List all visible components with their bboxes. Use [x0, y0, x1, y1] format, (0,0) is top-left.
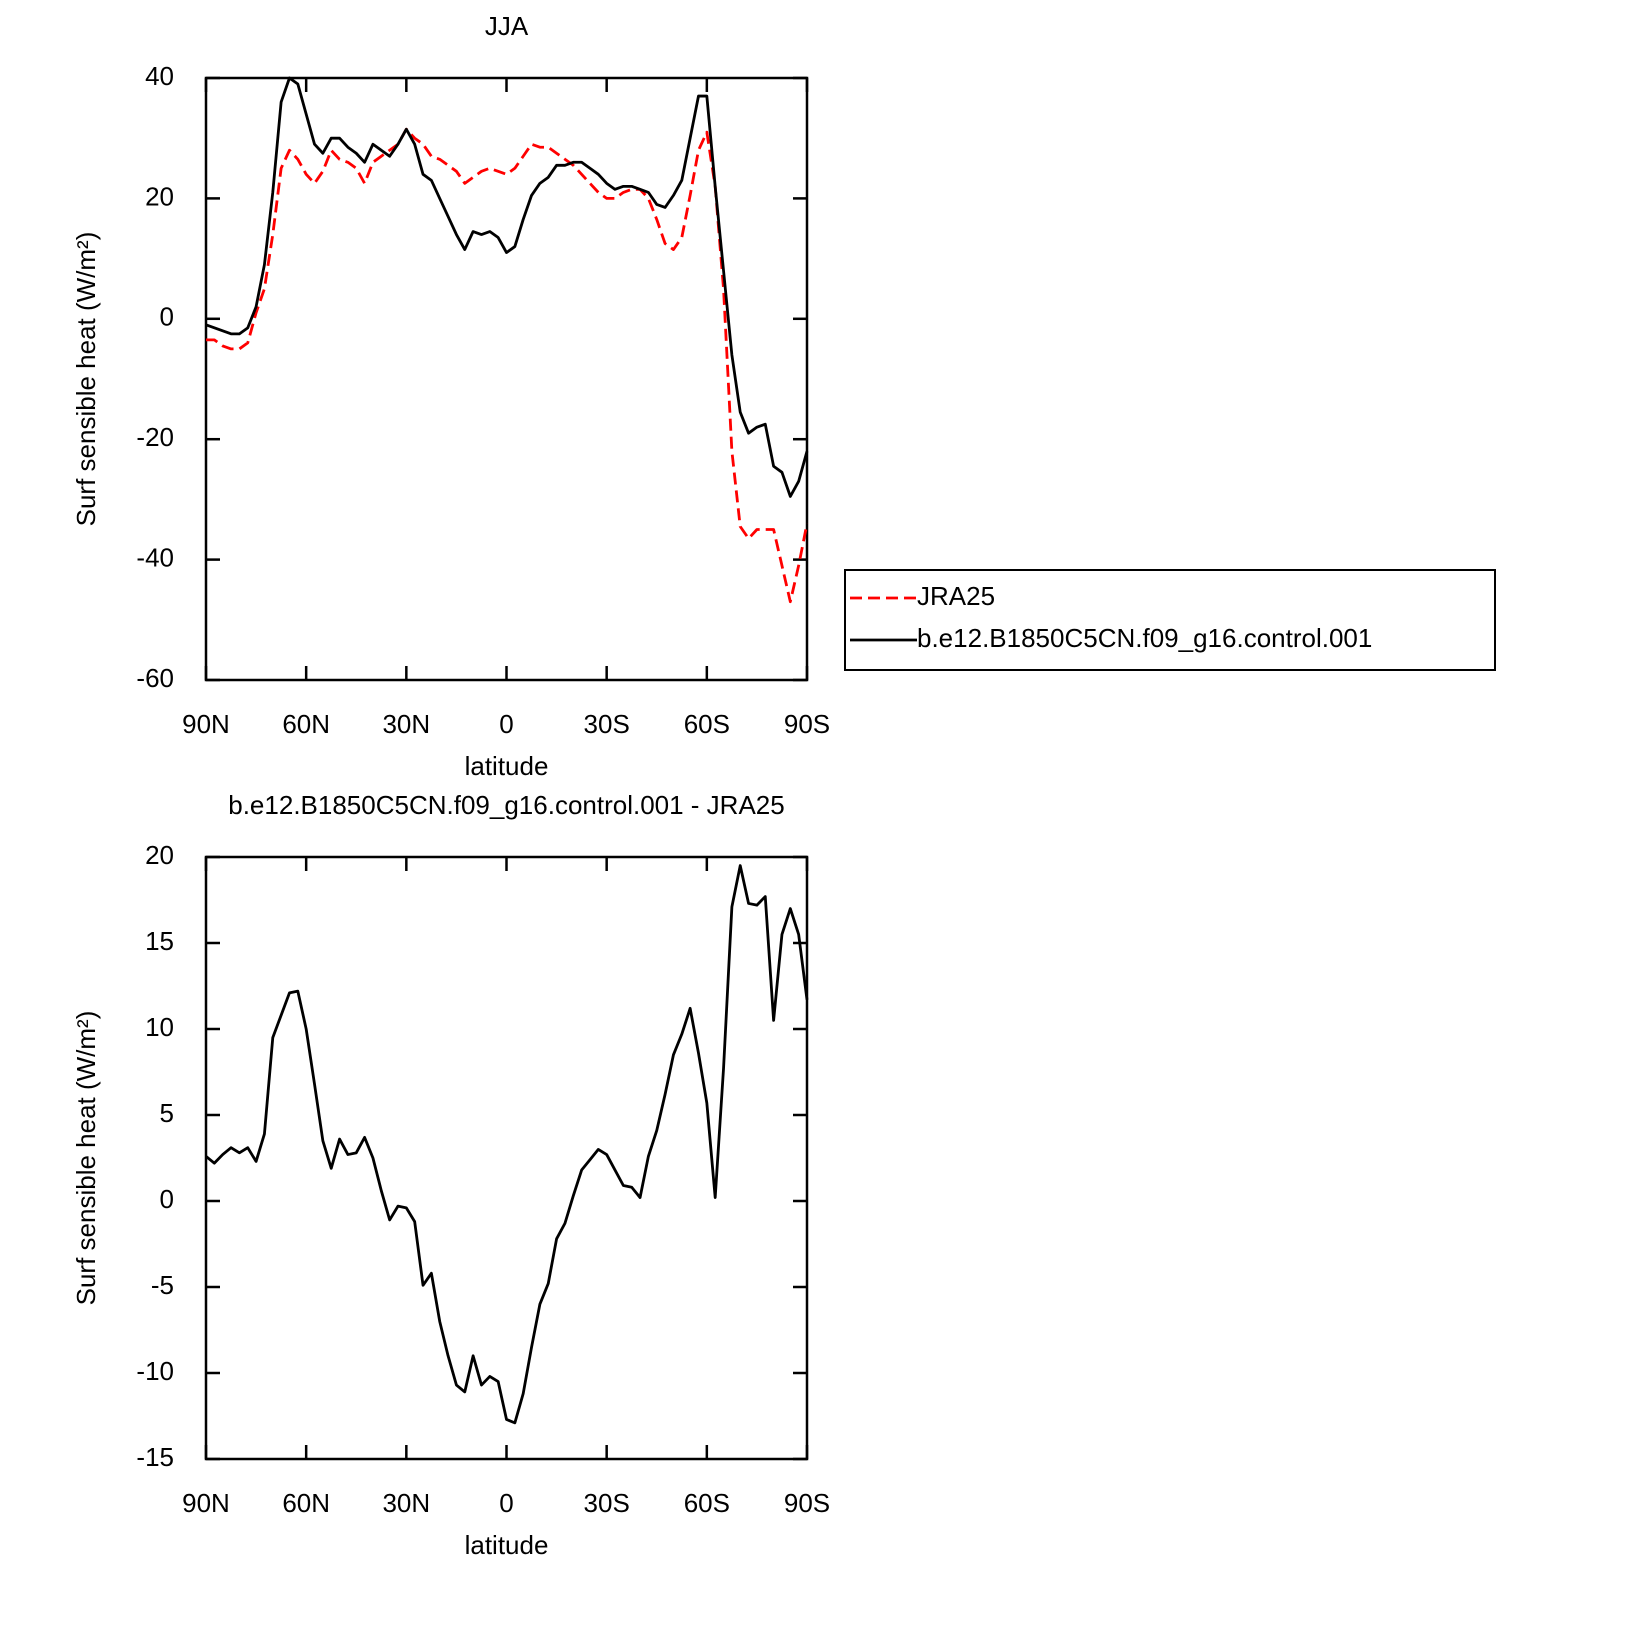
data-line — [205, 864, 809, 1425]
y-tick-label: -5 — [151, 1270, 174, 1300]
y-tick-label: 0 — [160, 302, 174, 332]
x-tick-label: 90S — [784, 1488, 830, 1518]
x-tick-label: 90N — [182, 1488, 230, 1518]
x-tick-label: 90N — [182, 709, 230, 739]
x-tick-label: 90S — [784, 709, 830, 739]
x-tick-label: 30N — [382, 1488, 430, 1518]
y-tick-label: 0 — [160, 1184, 174, 1214]
y-tick-label: 5 — [160, 1098, 174, 1128]
x-tick-label: 60S — [684, 709, 730, 739]
y-tick-label: -20 — [136, 422, 174, 452]
y-tick-label: 15 — [145, 926, 174, 956]
legend-label: b.e12.B1850C5CN.f09_g16.control.001 — [917, 623, 1372, 653]
x-axis-label: latitude — [465, 751, 549, 781]
y-tick-label: 40 — [145, 61, 174, 91]
x-tick-label: 30N — [382, 709, 430, 739]
y-tick-label: 20 — [145, 181, 174, 211]
y-tick-label: -40 — [136, 542, 174, 572]
y-axis-label: Surf sensible heat (W/m²) — [71, 1011, 101, 1306]
y-tick-label: -15 — [136, 1442, 174, 1472]
data-line — [206, 127, 809, 604]
x-tick-label: 60N — [282, 709, 330, 739]
x-tick-label: 30S — [584, 1488, 630, 1518]
x-tick-label: 60S — [684, 1488, 730, 1518]
x-tick-label: 30S — [584, 709, 630, 739]
y-tick-label: 10 — [145, 1012, 174, 1042]
x-tick-label: 0 — [499, 1488, 513, 1518]
y-tick-label: 20 — [145, 840, 174, 870]
chart-title: JJA — [485, 11, 529, 41]
y-axis-label: Surf sensible heat (W/m²) — [71, 232, 101, 527]
legend-box — [844, 569, 1496, 671]
plot-frame — [204, 76, 809, 682]
x-tick-label: 0 — [499, 709, 513, 739]
chart-title: b.e12.B1850C5CN.f09_g16.control.001 - JR… — [228, 790, 784, 820]
legend-label: JRA25 — [917, 581, 995, 611]
y-tick-label: -10 — [136, 1356, 174, 1386]
y-tick-label: -60 — [136, 663, 174, 693]
data-line — [205, 76, 809, 498]
x-axis-label: latitude — [465, 1530, 549, 1560]
x-tick-label: 60N — [282, 1488, 330, 1518]
